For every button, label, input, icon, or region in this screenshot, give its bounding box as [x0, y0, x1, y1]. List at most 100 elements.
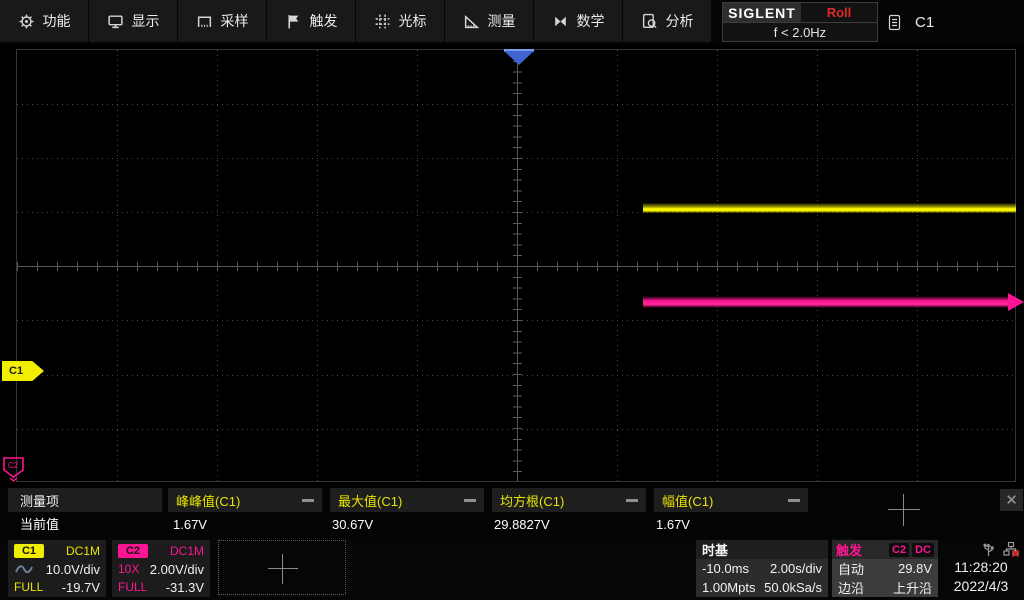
- remove-measurement-button[interactable]: [302, 498, 314, 502]
- timebase-box[interactable]: 时基 -10.0ms 2.00s/div 1.00Mpts 50.0kSa/s: [696, 540, 828, 597]
- measure-ruler-icon: [464, 14, 479, 28]
- menu-item-measure[interactable]: 测量: [445, 0, 533, 42]
- measurement-column-rms[interactable]: 均方根(C1): [492, 488, 646, 512]
- system-date: 2022/4/3: [953, 578, 1009, 594]
- measurement-column-pkpk[interactable]: 峰峰值(C1): [168, 488, 322, 512]
- graticule: [16, 49, 1016, 482]
- trigger-coupling-badge: DC: [912, 542, 934, 557]
- menu-item-acquire[interactable]: 采样: [178, 0, 266, 42]
- channel2-offset: -31.3V: [165, 579, 204, 595]
- display-icon: [107, 14, 123, 28]
- system-time: 11:28:20: [954, 559, 1008, 575]
- channel2-scale: 2.00V/div: [149, 561, 204, 577]
- measurement-value-rms: 29.8827V: [494, 517, 550, 532]
- channel1-coupling: DC1M: [65, 544, 100, 558]
- menu-item-analysis[interactable]: 分析: [623, 0, 711, 42]
- menu-label: 分析: [665, 13, 694, 29]
- measurement-current-row: 当前值 1.67V 30.67V 29.8827V 1.67V: [0, 512, 1024, 537]
- channel1-badge: C1: [14, 544, 44, 558]
- trigger-level: 29.8V: [898, 561, 932, 576]
- menu-label: 数学: [576, 13, 605, 29]
- measurement-label: 最大值(C1): [338, 493, 403, 509]
- channel2-descriptor-box[interactable]: C2 DC1M 10X 2.00V/div FULL -31.3V: [112, 540, 210, 597]
- measurement-item-row-label: 测量项: [8, 488, 162, 512]
- menu-item-cursors[interactable]: 光标: [356, 0, 444, 42]
- svg-text:C2: C2: [8, 461, 19, 470]
- plus-icon: [268, 554, 298, 584]
- close-measurement-panel-button[interactable]: ✕: [1000, 489, 1023, 511]
- roll-mode-badge: Roll: [826, 5, 852, 20]
- remove-measurement-button[interactable]: [788, 498, 800, 502]
- measurement-column-amplitude[interactable]: 幅值(C1): [654, 488, 808, 512]
- sampling-icon: [197, 16, 211, 27]
- siglent-logo: SIGLENT: [723, 3, 801, 22]
- trace-channel1: [643, 203, 1016, 213]
- usb-icon: [983, 543, 994, 556]
- channel1-offset-marker[interactable]: C1: [2, 361, 44, 381]
- waveform-display: C1 C2: [0, 44, 1024, 488]
- waveform-style-icon: [15, 565, 33, 574]
- channel1-offset-marker-label: C1: [9, 365, 24, 377]
- trigger-source-badge: C2: [889, 542, 910, 557]
- trigger-type: 边沿: [838, 581, 865, 596]
- trigger-position-marker[interactable]: [504, 51, 534, 65]
- timebase-sample-rate: 50.0kSa/s: [764, 580, 822, 595]
- menu-item-function[interactable]: 功能: [0, 0, 88, 42]
- measurement-label: 峰峰值(C1): [176, 493, 241, 509]
- menu-label: 触发: [309, 13, 338, 29]
- status-panel: SIGLENT Roll f < 2.0Hz: [722, 2, 878, 42]
- channel2-badge: C2: [118, 544, 148, 558]
- menu-item-display[interactable]: 显示: [89, 0, 177, 42]
- trigger-mode: 自动: [838, 562, 865, 577]
- math-bowtie-icon: [554, 16, 566, 26]
- lan-disconnected-icon: [1003, 541, 1020, 557]
- trigger-box[interactable]: 触发 C2 DC 自动 29.8V 边沿 上升沿: [832, 540, 938, 597]
- channel2-probe: 10X: [118, 562, 140, 576]
- channel-list-icon: [888, 14, 901, 30]
- current-row-label: 当前值: [20, 517, 60, 532]
- channel2-bandwidth: FULL: [118, 580, 148, 594]
- trigger-flag-icon: [287, 14, 298, 28]
- menu-item-math[interactable]: 数学: [534, 0, 622, 42]
- cursor-grid-icon: [375, 14, 389, 28]
- measurement-value-max: 30.67V: [332, 517, 374, 532]
- channel2-coupling: DC1M: [169, 544, 204, 558]
- trigger-title: 触发: [836, 543, 863, 558]
- trigger-position-marker-cap: [504, 49, 534, 52]
- measurement-value-amplitude: 1.67V: [656, 517, 690, 532]
- active-channel-selector[interactable]: C1: [888, 0, 934, 44]
- measurement-item-row-label-text: 测量项: [20, 493, 60, 509]
- clock-panel: 11:28:20 2022/4/3: [938, 540, 1024, 597]
- active-channel-label: C1: [915, 13, 935, 31]
- measurement-column-max[interactable]: 最大值(C1): [330, 488, 484, 512]
- channel1-scale: 10.0V/div: [45, 561, 100, 577]
- channel1-offset: -19.7V: [61, 579, 100, 595]
- menu-label: 显示: [131, 13, 160, 29]
- measurement-label: 均方根(C1): [500, 493, 565, 509]
- gear-icon: [19, 14, 33, 28]
- timebase-delay: -10.0ms: [702, 561, 749, 576]
- measurement-label: 幅值(C1): [662, 493, 714, 509]
- timebase-memory-depth: 1.00Mpts: [702, 580, 756, 595]
- top-menu-bar: 功能 显示 采样 触发 光标 测量 数学 分析: [0, 0, 1024, 44]
- trigger-slope: 上升沿: [892, 581, 932, 596]
- channel1-bandwidth: FULL: [14, 580, 44, 594]
- roll-head-arrow-c2: [1008, 293, 1024, 311]
- add-measurement-button[interactable]: [888, 494, 920, 526]
- center-vertical-axis: [517, 50, 518, 481]
- channel2-offset-marker[interactable]: C2: [2, 456, 26, 482]
- menu-label: 功能: [42, 13, 71, 29]
- analysis-icon: [642, 13, 657, 28]
- menu-label: 光标: [398, 13, 427, 29]
- timebase-title: 时基: [702, 543, 729, 558]
- remove-measurement-button[interactable]: [626, 498, 638, 502]
- trigger-frequency-readout: f < 2.0Hz: [723, 22, 877, 42]
- remove-measurement-button[interactable]: [464, 498, 476, 502]
- add-channel-placeholder[interactable]: [218, 540, 346, 595]
- menu-item-trigger[interactable]: 触发: [267, 0, 355, 42]
- timebase-scale: 2.00s/div: [769, 561, 822, 576]
- measurement-panel: 测量项 峰峰值(C1) 最大值(C1) 均方根(C1) 幅值(C1) 当前值 1…: [0, 488, 1024, 538]
- trace-channel2: [643, 296, 1009, 308]
- channel1-descriptor-box[interactable]: C1 DC1M 10.0V/div FULL -19.7V: [8, 540, 106, 597]
